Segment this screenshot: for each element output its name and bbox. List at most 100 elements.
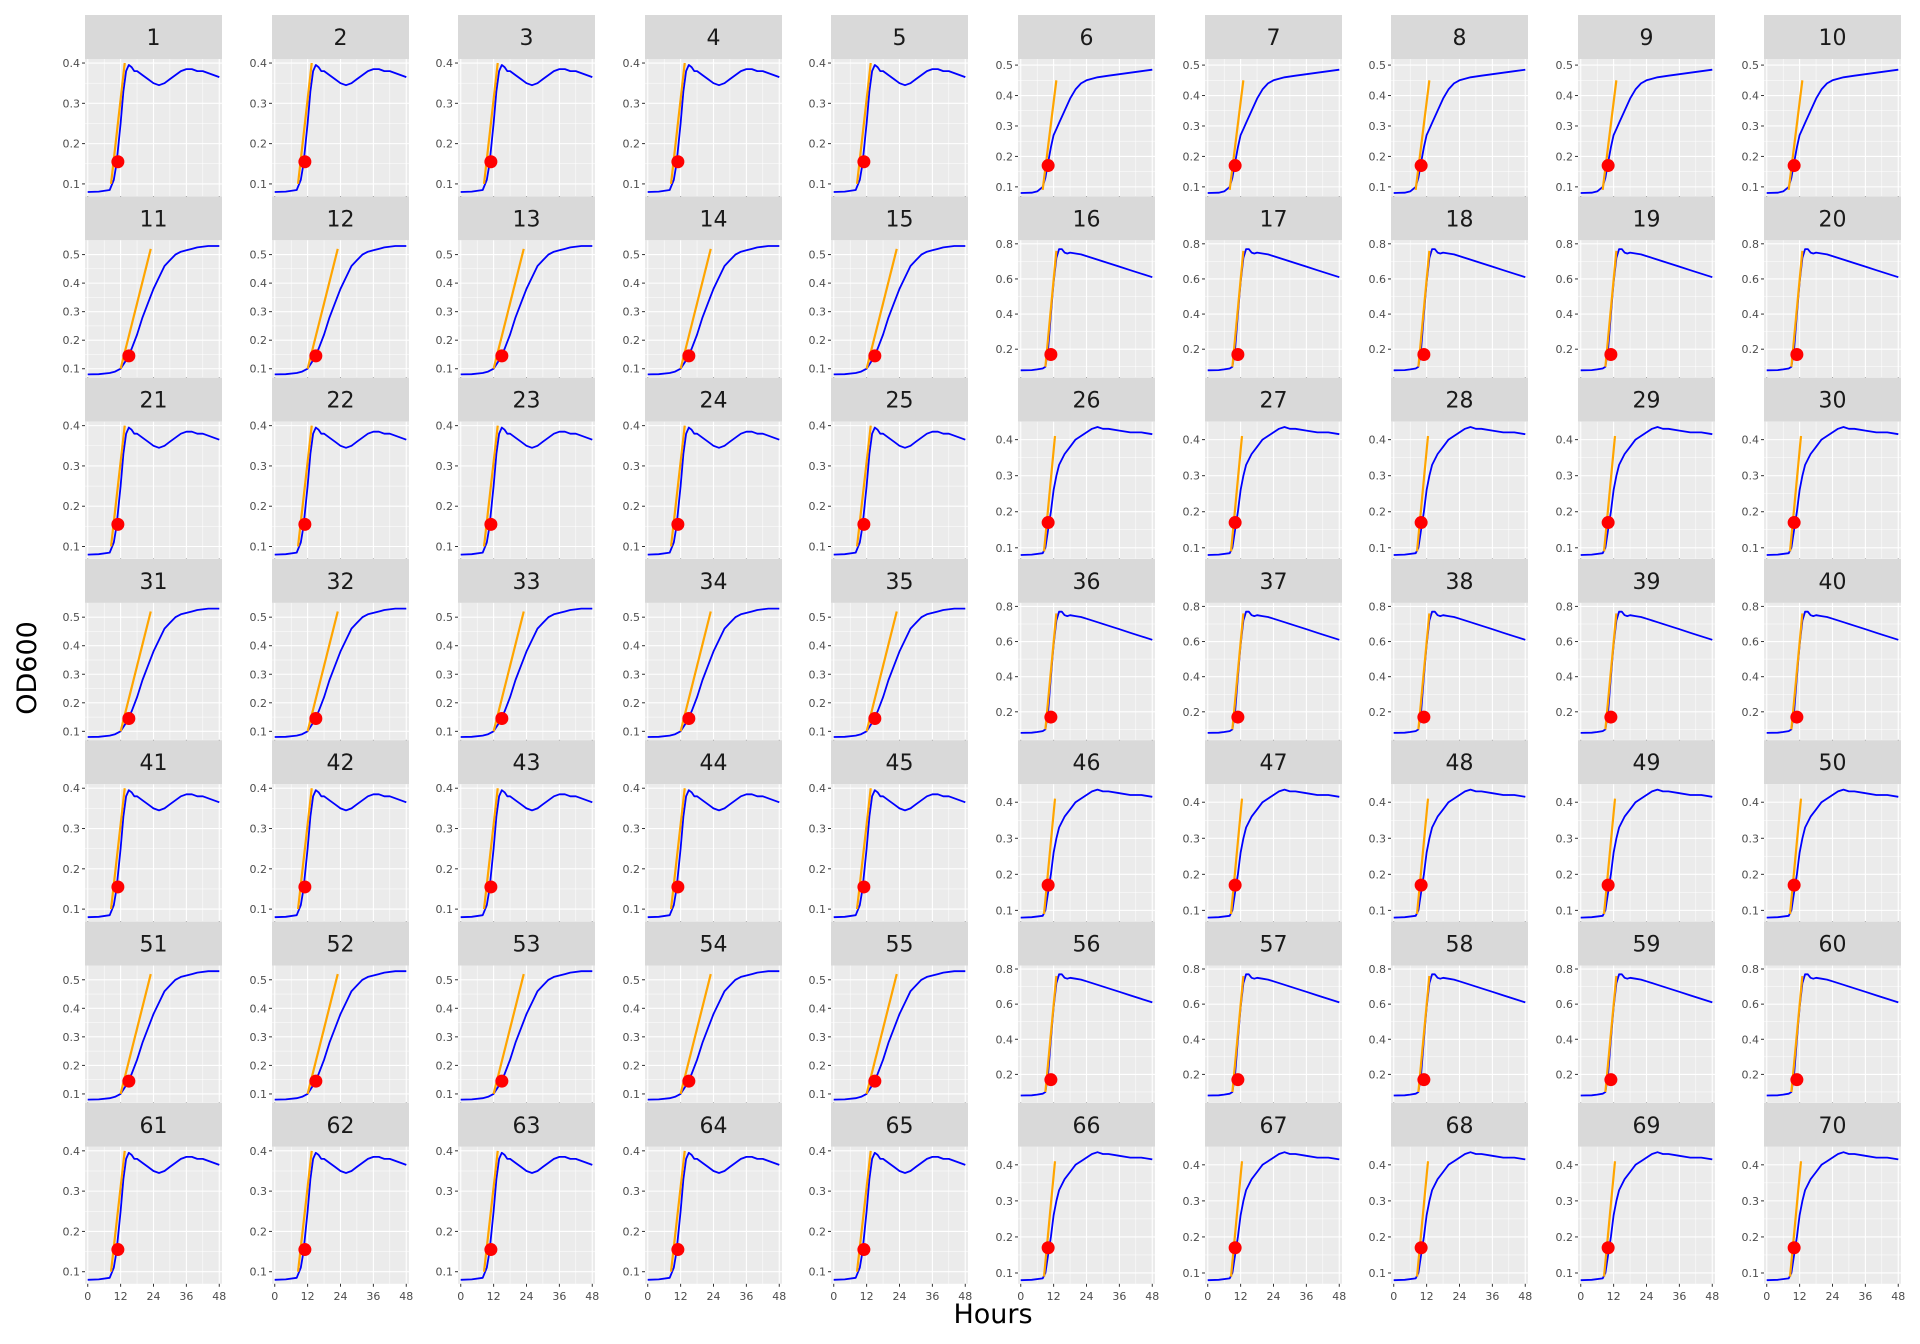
facet-strip <box>1018 196 1155 241</box>
y-tick-label: 0.3 <box>809 1185 827 1198</box>
y-tick-label: 0.3 <box>250 1185 268 1198</box>
y-tick-label: 0.3 <box>996 470 1014 483</box>
x-tick-label: 36 <box>179 1290 193 1303</box>
facet-label: 69 <box>1633 1114 1661 1139</box>
facet-label: 10 <box>1819 26 1847 51</box>
facet-strip <box>85 740 222 785</box>
y-tick-label: 0.6 <box>1556 273 1574 286</box>
facet-strip <box>1018 377 1155 422</box>
facet-label: 24 <box>700 389 728 414</box>
fit-line <box>119 973 152 1095</box>
y-tick-label: 0.1 <box>63 725 81 738</box>
facet-strip <box>458 196 595 241</box>
facet-strip <box>1391 15 1528 59</box>
facet-strip <box>1578 921 1715 966</box>
fit-line <box>1604 250 1618 367</box>
y-tick-label: 0.4 <box>250 57 268 70</box>
facet-panel: 33 0.1 0.2 0.3 0.4 0.5 <box>436 558 595 743</box>
facet-label: 11 <box>140 207 168 232</box>
y-tick-label: 0.4 <box>436 640 454 653</box>
y-tick-label: 0.1 <box>250 178 268 191</box>
facet-label: 23 <box>513 389 541 414</box>
y-tick-label: 0.2 <box>1183 868 1201 881</box>
facet-label: 1 <box>147 26 161 51</box>
x-tick-label: 24 <box>707 1290 721 1303</box>
y-tick-label: 0.1 <box>1556 181 1574 194</box>
facet-label: 46 <box>1073 751 1101 776</box>
y-tick-label: 0.1 <box>996 904 1014 917</box>
growth-curve-line <box>833 426 966 556</box>
facet-strip <box>85 377 222 422</box>
panel-data <box>274 607 407 738</box>
facet-strip <box>458 740 595 785</box>
x-tick-label: 12 <box>1234 1290 1248 1303</box>
panel-data <box>87 62 220 193</box>
growth-curve-line <box>460 1151 593 1281</box>
y-tick-label: 0.2 <box>1369 706 1387 719</box>
growth-curve-line <box>87 607 220 738</box>
y-tick-label: 0.3 <box>63 306 81 319</box>
y-tick-label: 0.4 <box>1369 90 1387 103</box>
x-tick-label: 48 <box>585 1290 599 1303</box>
fit-point <box>671 517 685 531</box>
facet-strip <box>272 15 409 59</box>
facet-panel: 22 0.1 0.2 0.3 0.4 <box>250 377 409 562</box>
y-tick-label: 0.5 <box>63 611 81 624</box>
y-tick-label: 0.1 <box>436 363 454 376</box>
facet-panel: 35 0.1 0.2 0.3 0.4 0.5 <box>809 558 968 743</box>
facet-panel: 36 0.2 0.4 0.6 0.8 <box>996 558 1155 743</box>
y-tick-label: 0.3 <box>436 460 454 473</box>
growth-curve-line <box>274 607 407 738</box>
facet-strip <box>831 921 968 966</box>
facet-label: 7 <box>1267 26 1281 51</box>
y-tick-label: 0.4 <box>1369 308 1387 321</box>
panel-data <box>87 245 220 376</box>
y-tick-label: 0.4 <box>809 782 827 795</box>
fit-point <box>671 880 685 894</box>
y-tick-label: 0.1 <box>1556 1267 1574 1280</box>
growth-curve-line <box>1207 788 1340 919</box>
facet-strip <box>645 558 782 603</box>
fit-line <box>679 248 712 370</box>
facet-label: 45 <box>886 751 914 776</box>
y-tick-label: 0.2 <box>1742 706 1760 719</box>
growth-curve-line <box>1393 788 1526 919</box>
facet-label: 54 <box>700 933 728 958</box>
y-tick-label: 0.4 <box>623 1002 641 1015</box>
fit-line <box>1602 1161 1617 1277</box>
y-tick-label: 0.2 <box>63 500 81 513</box>
panel-data <box>1207 248 1340 372</box>
facet-label: 33 <box>513 570 541 595</box>
growth-curve-line <box>460 970 593 1101</box>
growth-curve-line <box>647 64 780 193</box>
y-tick-label: 0.4 <box>809 640 827 653</box>
y-tick-label: 0.2 <box>436 697 454 710</box>
growth-curve-line <box>1020 1151 1153 1282</box>
panel-data <box>1020 610 1153 734</box>
panel-data <box>647 62 780 193</box>
fit-line <box>679 973 712 1095</box>
y-tick-label: 0.4 <box>63 640 81 653</box>
fit-point <box>309 711 323 725</box>
y-tick-label: 0.3 <box>250 97 268 110</box>
facet-panel: 69 0.1 0.2 0.3 0.4 0 12 24 36 48 <box>1556 1102 1719 1303</box>
y-tick-label: 0.2 <box>1183 150 1201 163</box>
fit-point <box>1604 1073 1618 1087</box>
growth-curve-line <box>87 426 220 556</box>
y-tick-label: 0.4 <box>1183 1033 1201 1046</box>
y-tick-label: 0.2 <box>1556 1068 1574 1081</box>
y-tick-label: 0.2 <box>1556 868 1574 881</box>
growth-curve-line <box>274 789 407 919</box>
facet-panel: 54 0.1 0.2 0.3 0.4 0.5 <box>623 921 782 1106</box>
y-tick-label: 0.2 <box>809 697 827 710</box>
panel-data <box>1393 973 1526 1097</box>
y-tick-label: 0.8 <box>1742 238 1760 251</box>
fit-line <box>1417 975 1431 1093</box>
fit-line <box>1604 613 1618 730</box>
facet-panel: 39 0.2 0.4 0.6 0.8 <box>1556 558 1715 743</box>
panel-data <box>1020 426 1153 556</box>
x-tick-label: 24 <box>147 1290 161 1303</box>
x-tick-label: 12 <box>301 1290 315 1303</box>
facet-panel: 15 0.1 0.2 0.3 0.4 0.5 <box>809 196 968 381</box>
fit-line <box>1229 798 1244 915</box>
